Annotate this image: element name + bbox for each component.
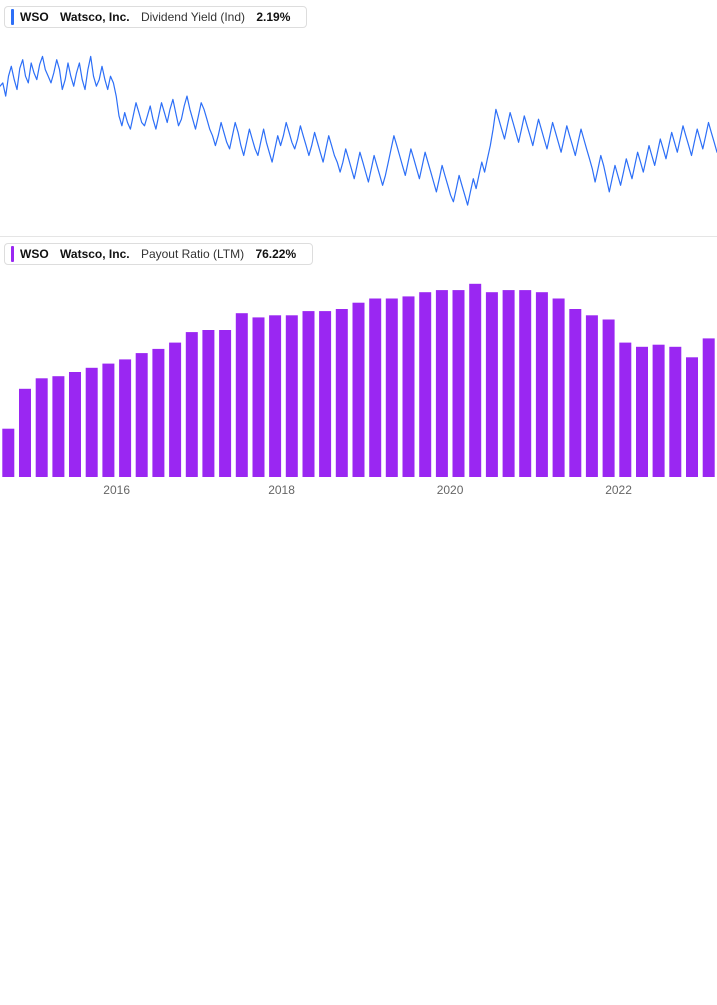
x-axis-tick-label: 2018 [268, 483, 295, 497]
dividend-yield-panel: WSO Watsco, Inc. Dividend Yield (Ind) 2.… [0, 0, 717, 236]
dividend-yield-chart [0, 0, 717, 236]
legend-ticker: WSO [20, 247, 49, 261]
legend-name: Watsco, Inc. [60, 247, 130, 261]
legend-value: 76.22% [255, 247, 296, 261]
legend-value: 2.19% [256, 10, 290, 24]
x-axis-tick-label: 2022 [605, 483, 632, 497]
dividend-yield-legend: WSO Watsco, Inc. Dividend Yield (Ind) 2.… [4, 6, 307, 28]
legend-metric: Payout Ratio (LTM) [141, 247, 244, 261]
payout-ratio-legend: WSO Watsco, Inc. Payout Ratio (LTM) 76.2… [4, 243, 313, 265]
legend-color-swatch [11, 9, 14, 25]
x-axis-tick-label: 2020 [437, 483, 464, 497]
x-axis-tick-label: 2016 [103, 483, 130, 497]
line-chart-svg [0, 0, 717, 236]
bar-chart-svg [0, 237, 717, 501]
payout-ratio-panel: WSO Watsco, Inc. Payout Ratio (LTM) 76.2… [0, 237, 717, 501]
payout-ratio-chart: 2016 2018 2020 2022 [0, 237, 717, 501]
legend-metric: Dividend Yield (Ind) [141, 10, 245, 24]
legend-text: WSO Watsco, Inc. Payout Ratio (LTM) 76.2… [20, 247, 304, 261]
legend-text: WSO Watsco, Inc. Dividend Yield (Ind) 2.… [20, 10, 298, 24]
legend-color-swatch [11, 246, 14, 262]
legend-ticker: WSO [20, 10, 49, 24]
legend-name: Watsco, Inc. [60, 10, 130, 24]
